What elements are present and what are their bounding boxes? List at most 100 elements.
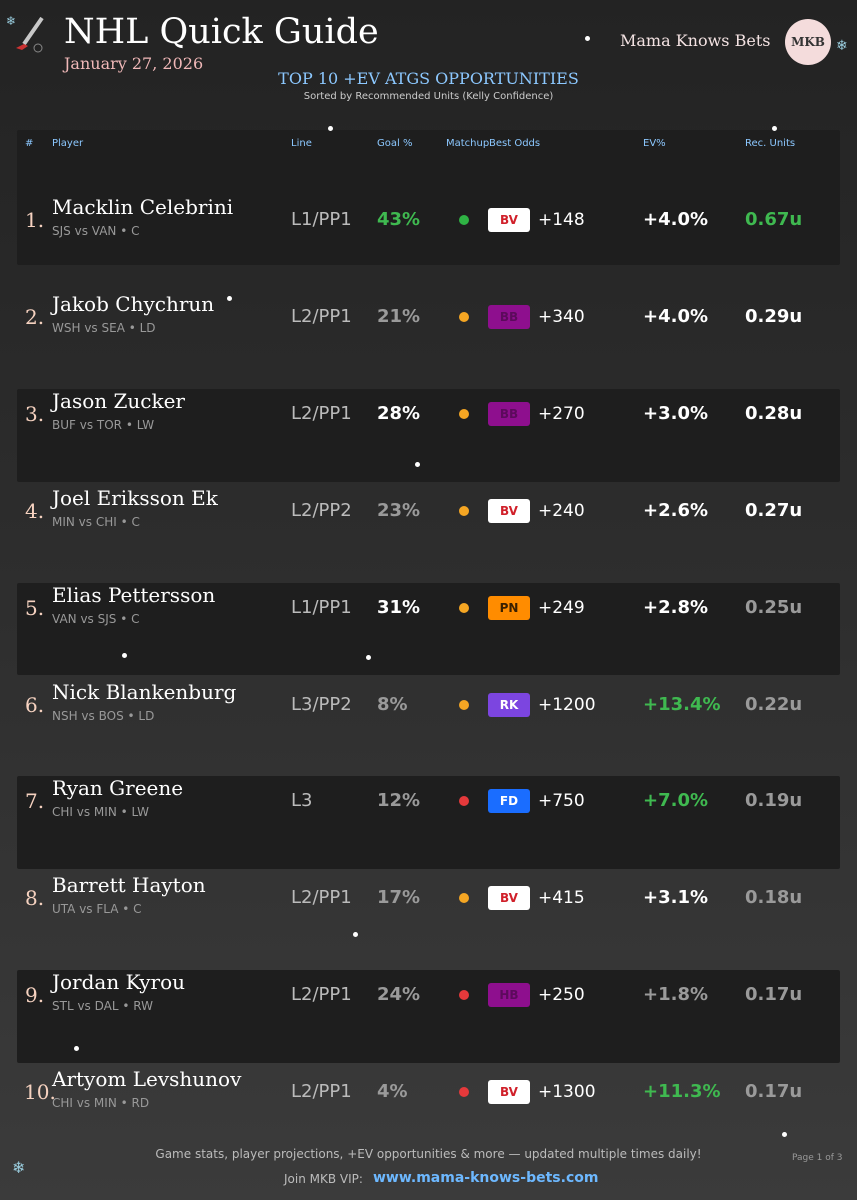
player-name: Barrett Hayton <box>52 873 206 898</box>
player-name: Jason Zucker <box>52 388 185 413</box>
odds: +415 <box>538 888 585 909</box>
snow <box>122 653 127 658</box>
matchup: VAN vs SJS • C <box>52 611 140 626</box>
goal-pct: 17% <box>377 887 421 909</box>
matchup: NSH vs BOS • LD <box>52 708 155 723</box>
goal-pct: 23% <box>377 499 421 521</box>
rec-units: 0.29u <box>745 305 803 327</box>
goal-pct: 12% <box>377 790 421 812</box>
book-badge: BB <box>488 304 530 329</box>
odds: +148 <box>538 210 585 230</box>
matchup: UTA vs FLA • C <box>52 902 142 917</box>
book-badge: BV <box>488 208 530 232</box>
rank: 3. <box>25 401 45 426</box>
player-name: Jordan Kyrou <box>52 970 186 995</box>
goal-pct: 24% <box>377 984 421 1006</box>
goal-pct: 8% <box>377 693 408 715</box>
status-dot <box>459 602 469 613</box>
line: L2/PP1 <box>291 305 352 327</box>
snow <box>772 126 777 131</box>
url[interactable]: www.mama-knows-bets.com <box>373 1170 599 1186</box>
column-header: Matchup <box>446 138 490 149</box>
rank: 4. <box>25 498 45 523</box>
ev-pct: +2.6% <box>643 499 709 521</box>
snow <box>585 36 590 41</box>
rec-units: 0.17u <box>745 984 803 1006</box>
status-dot <box>459 408 469 419</box>
rank: 9. <box>25 983 45 1008</box>
line: L2/PP1 <box>291 402 352 424</box>
line: L2/PP1 <box>291 984 352 1006</box>
book-badge: BV <box>488 886 530 911</box>
snowflake: ❄ <box>6 14 17 28</box>
snowflake: ❄ <box>836 38 848 54</box>
goal-pct: 21% <box>377 305 421 327</box>
ev-pct: +13.4% <box>643 693 721 715</box>
rec-units: 0.22u <box>745 693 803 715</box>
brand: Mama Knows Bets <box>620 31 771 50</box>
player-name: Artyom Levshunov <box>52 1067 242 1092</box>
book-badge: RK <box>488 692 530 717</box>
section-title: TOP 10 +EV ATGS OPPORTUNITIES <box>278 69 579 88</box>
page-number: Page 1 of 3 <box>792 1153 843 1163</box>
matchup: CHI vs MIN • RD <box>52 1096 150 1111</box>
tagline: Game stats, player projections, +EV oppo… <box>155 1147 702 1161</box>
snow <box>74 1046 79 1051</box>
player-name: Joel Eriksson Ek <box>52 485 218 510</box>
ev-pct: +3.0% <box>643 402 709 424</box>
row-panel <box>17 776 840 870</box>
odds: +249 <box>538 597 585 618</box>
rank: 5. <box>25 595 45 620</box>
logo: MKB <box>785 19 831 65</box>
line: L2/PP2 <box>291 499 352 521</box>
player-name: Jakob Chychrun <box>52 291 215 316</box>
row-panel <box>17 970 840 1064</box>
snow <box>782 1132 787 1137</box>
player-name: Ryan Greene <box>52 776 184 801</box>
matchup: SJS vs VAN • C <box>52 224 140 238</box>
line: L2/PP1 <box>291 1081 352 1103</box>
column-header: # <box>25 138 34 149</box>
status-dot <box>459 1087 469 1098</box>
rec-units: 0.18u <box>745 887 803 909</box>
status-dot <box>459 215 469 225</box>
odds: +750 <box>538 791 585 812</box>
line: L3/PP2 <box>291 693 352 715</box>
player-name: Elias Pettersson <box>52 582 216 607</box>
goal-pct: 43% <box>377 209 421 230</box>
matchup: WSH vs SEA • LD <box>52 320 156 335</box>
snow <box>366 655 371 660</box>
column-header: EV% <box>643 138 666 149</box>
rank: 2. <box>25 304 45 329</box>
rec-units: 0.67u <box>745 209 803 230</box>
ev-pct: +7.0% <box>643 790 709 812</box>
column-header: Goal % <box>377 138 413 149</box>
odds: +1200 <box>538 694 596 715</box>
rec-units: 0.28u <box>745 402 803 424</box>
line: L1/PP1 <box>291 209 352 230</box>
line: L1/PP1 <box>291 596 352 618</box>
status-dot <box>459 893 469 904</box>
row-panel <box>17 388 840 482</box>
snow <box>328 126 333 131</box>
status-dot <box>459 990 469 1001</box>
status-dot <box>459 311 469 322</box>
title: NHL Quick Guide <box>64 12 379 52</box>
player-name: Macklin Celebrini <box>52 195 234 219</box>
cta: Join MKB VIP: <box>284 1172 363 1186</box>
status-dot <box>459 505 469 516</box>
rank: 1. <box>25 208 45 232</box>
rank: 6. <box>25 692 45 717</box>
goal-pct: 4% <box>377 1081 408 1103</box>
rank: 10. <box>24 1080 56 1105</box>
status-dot <box>459 699 469 710</box>
snow <box>415 462 420 467</box>
snow <box>353 932 358 937</box>
goal-pct: 31% <box>377 596 421 618</box>
ev-pct: +2.8% <box>643 596 709 618</box>
rec-units: 0.17u <box>745 1081 803 1103</box>
section-subtitle: Sorted by Recommended Units (Kelly Confi… <box>303 91 554 102</box>
odds: +1300 <box>538 1082 596 1103</box>
rank: 8. <box>25 886 45 911</box>
hockey-icon <box>16 16 44 53</box>
